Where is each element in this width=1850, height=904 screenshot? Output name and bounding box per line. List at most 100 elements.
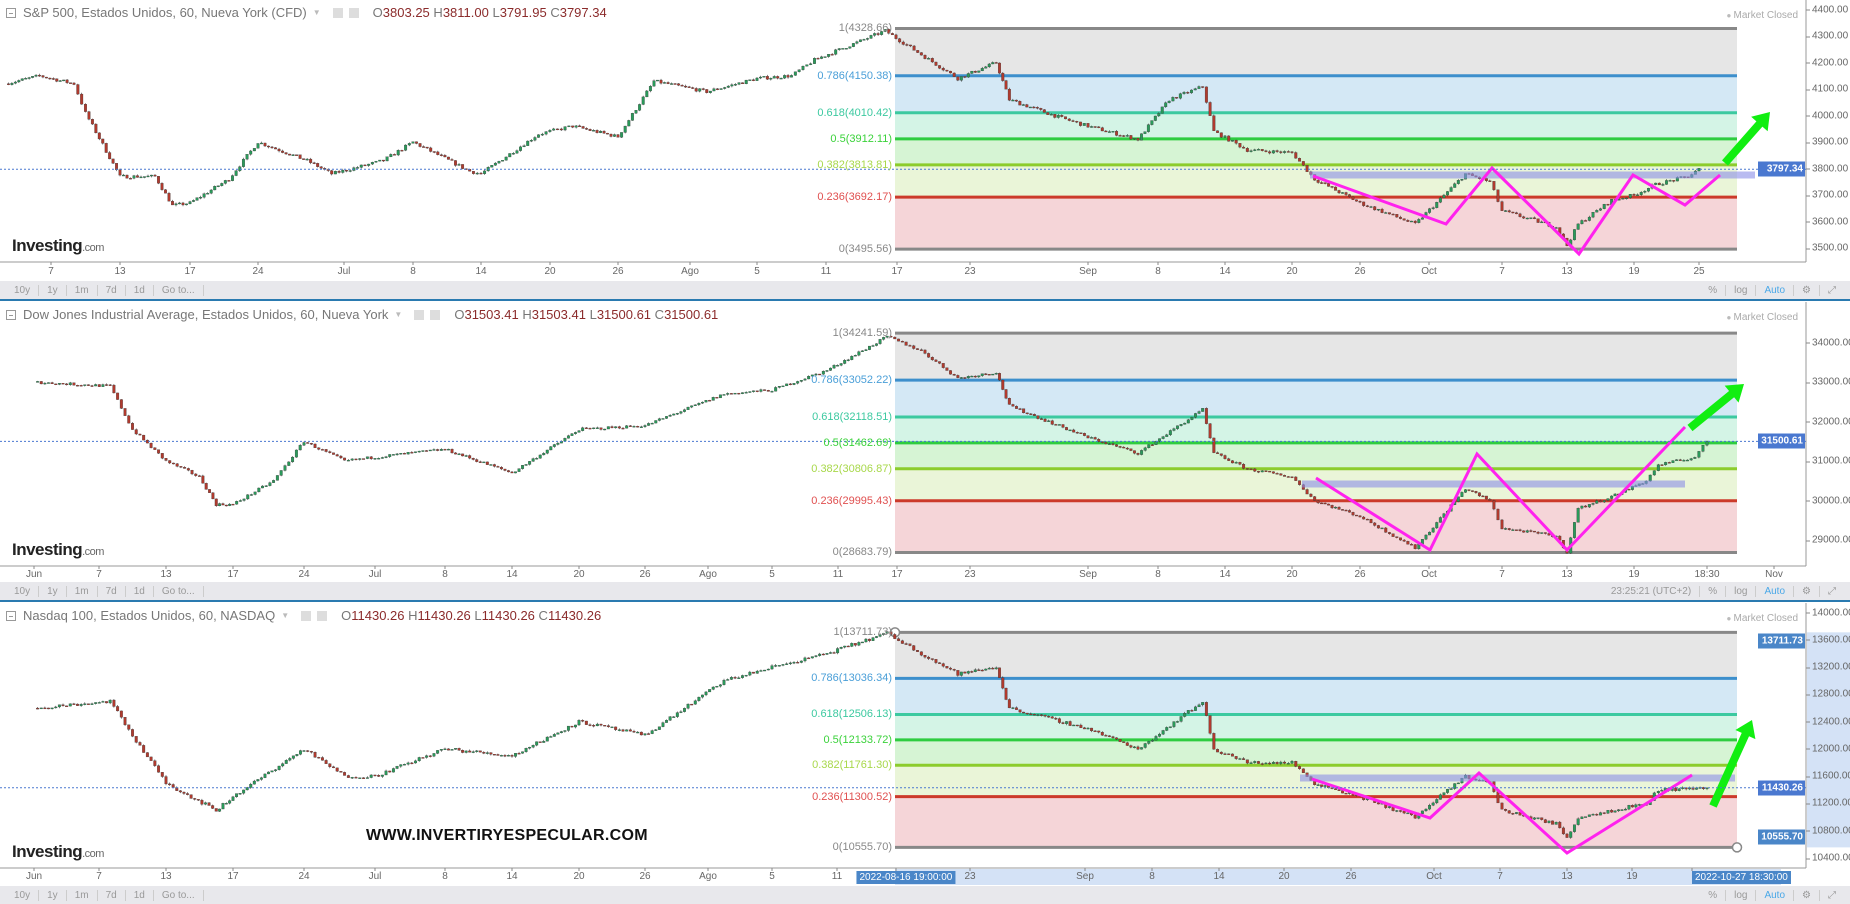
chart-panel-2[interactable]	[0, 603, 1850, 885]
candle	[1242, 145, 1246, 149]
candle	[643, 733, 647, 736]
range-button[interactable]: Go to...	[154, 585, 204, 597]
zigzag-pattern-line[interactable]	[1312, 165, 1721, 257]
dropdown-caret-icon[interactable]: ▼	[312, 8, 321, 17]
settings-small-icon[interactable]	[348, 7, 359, 18]
candle	[1511, 528, 1515, 531]
percent-toggle[interactable]: %	[1700, 284, 1727, 296]
dropdown-caret-icon[interactable]: ▼	[394, 310, 403, 319]
symbol-title[interactable]: Nasdaq 100, Estados Unidos, 60, NASDAQ	[23, 608, 276, 623]
range-button[interactable]: Go to...	[154, 284, 204, 296]
fullscreen-icon[interactable]: ⤢	[1828, 284, 1836, 296]
candle	[123, 717, 127, 726]
range-button[interactable]: 1d	[126, 585, 154, 597]
range-button[interactable]: 10y	[6, 284, 40, 296]
candle	[741, 674, 744, 679]
range-button[interactable]: 1d	[126, 284, 154, 296]
resistance-band[interactable]	[1300, 774, 1735, 782]
time-axis-tick: 19	[1628, 569, 1640, 580]
collapse-icon[interactable]	[6, 7, 16, 18]
candle	[1111, 130, 1115, 133]
range-button[interactable]: 7d	[98, 284, 126, 296]
candle	[1406, 219, 1410, 222]
fullscreen-icon[interactable]: ⤢	[1828, 585, 1836, 597]
candle	[904, 341, 908, 346]
candle	[146, 174, 150, 178]
percent-toggle[interactable]: %	[1700, 585, 1727, 597]
ohlc-h-value: 31503.41	[531, 307, 586, 322]
settings-small-icon[interactable]	[317, 610, 328, 621]
settings-small-icon[interactable]	[430, 309, 441, 320]
candle	[332, 765, 335, 769]
candle	[956, 374, 960, 379]
candle	[68, 381, 72, 386]
resistance-band[interactable]	[1310, 171, 1755, 179]
symbol-title[interactable]: S&P 500, Estados Unidos, 60, Nueva York …	[23, 5, 307, 20]
range-button[interactable]: 1m	[67, 889, 98, 901]
candle	[432, 151, 436, 154]
range-button[interactable]: 1y	[39, 889, 67, 901]
candle	[211, 804, 215, 809]
market-status: Market Closed	[1726, 312, 1798, 323]
gear-icon[interactable]: ⚙	[1794, 284, 1820, 296]
candle	[818, 652, 822, 657]
candle	[930, 658, 934, 661]
dropdown-caret-icon[interactable]: ▼	[281, 611, 290, 620]
auto-scale-toggle[interactable]: Auto	[1756, 585, 1795, 597]
candle	[1004, 687, 1008, 701]
range-button[interactable]: 7d	[98, 585, 126, 597]
green-up-arrow-icon[interactable]	[1717, 105, 1778, 171]
candle	[1697, 168, 1701, 172]
gear-icon[interactable]: ⚙	[1794, 585, 1820, 597]
range-button[interactable]: 10y	[6, 889, 40, 901]
range-button[interactable]: 1y	[39, 284, 67, 296]
auto-scale-toggle[interactable]: Auto	[1756, 284, 1795, 296]
eye-icon[interactable]	[414, 309, 425, 320]
fullscreen-icon[interactable]: ⤢	[1828, 889, 1836, 901]
zigzag-pattern-line[interactable]	[1315, 425, 1687, 553]
chart-panel-1[interactable]	[0, 302, 1807, 569]
candle	[801, 65, 805, 71]
candle	[132, 174, 136, 180]
resistance-band[interactable]	[1302, 480, 1685, 488]
percent-toggle[interactable]: %	[1700, 889, 1727, 901]
ohlc-c-label: C	[654, 307, 665, 322]
candle	[810, 656, 814, 659]
range-button[interactable]: 1m	[67, 284, 98, 296]
candle	[447, 748, 450, 751]
collapse-icon[interactable]	[6, 610, 16, 621]
range-button[interactable]: 1d	[126, 889, 154, 901]
candle	[1660, 788, 1664, 792]
eye-icon[interactable]	[332, 7, 343, 18]
ohlc-l-label: L	[589, 307, 597, 322]
ohlc-c-value: 3797.34	[559, 5, 607, 20]
candle	[490, 165, 494, 168]
range-button[interactable]: 1y	[39, 585, 67, 597]
range-button[interactable]: 10y	[6, 585, 40, 597]
candle	[1154, 735, 1158, 741]
fib-handle[interactable]	[1731, 842, 1743, 853]
auto-scale-toggle[interactable]: Auto	[1756, 889, 1795, 901]
range-button[interactable]: 1m	[67, 585, 98, 597]
range-button[interactable]: Go to...	[154, 889, 204, 901]
eye-icon[interactable]	[301, 610, 312, 621]
logo-suffix: .com	[82, 242, 104, 254]
gear-icon[interactable]: ⚙	[1794, 889, 1820, 901]
log-toggle[interactable]: log	[1726, 585, 1757, 597]
log-toggle[interactable]: log	[1726, 284, 1757, 296]
symbol-title[interactable]: Dow Jones Industrial Average, Estados Un…	[23, 307, 389, 322]
candle	[657, 726, 661, 730]
collapse-icon[interactable]	[6, 309, 16, 320]
green-up-arrow-icon[interactable]	[1703, 715, 1762, 810]
candle	[1249, 761, 1253, 764]
candle	[820, 55, 824, 60]
log-toggle[interactable]: log	[1726, 889, 1757, 901]
green-up-arrow-icon[interactable]	[1683, 375, 1751, 436]
candle	[1410, 543, 1413, 546]
candle	[216, 185, 220, 188]
candle	[549, 735, 553, 738]
zigzag-pattern-line[interactable]	[1311, 770, 1693, 855]
chart-panel-0[interactable]	[0, 0, 1807, 265]
range-button[interactable]: 7d	[98, 889, 126, 901]
